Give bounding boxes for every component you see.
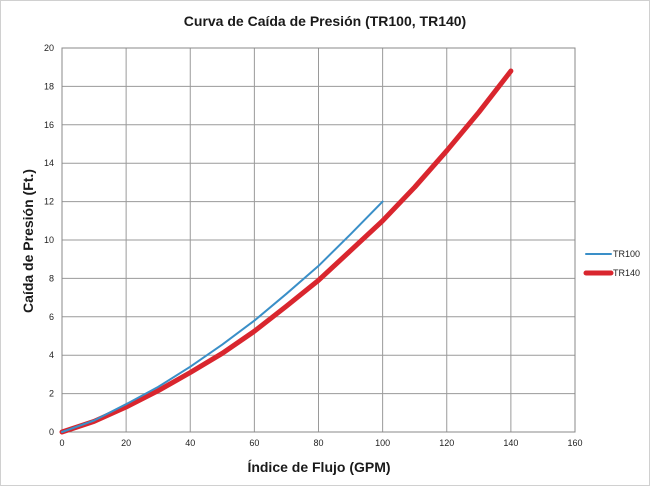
- x-tick-label: 20: [121, 438, 131, 448]
- y-tick-label: 8: [49, 273, 54, 283]
- series-line-tr140: [59, 68, 514, 435]
- y-tick-label: 6: [49, 312, 54, 322]
- y-tick-label: 0: [49, 427, 54, 437]
- data-series: [59, 68, 514, 435]
- x-tick-label: 160: [567, 438, 582, 448]
- x-tick-label: 80: [313, 438, 323, 448]
- series-line-tr100: [61, 200, 384, 433]
- plot-area-border: [61, 47, 576, 433]
- legend-label-tr140: TR140: [613, 268, 640, 278]
- x-axis-ticks: 0 20 40 60 80 100 120 140 160: [59, 438, 582, 448]
- x-tick-label: 40: [185, 438, 195, 448]
- x-tick-label: 60: [249, 438, 259, 448]
- x-tick-label: 140: [503, 438, 518, 448]
- y-tick-label: 2: [49, 389, 54, 399]
- legend: TR100 TR140: [583, 249, 640, 278]
- legend-label-tr100: TR100: [613, 249, 640, 259]
- y-tick-label: 14: [44, 158, 54, 168]
- x-tick-label: 0: [59, 438, 64, 448]
- x-tick-label: 100: [375, 438, 390, 448]
- y-tick-label: 10: [44, 235, 54, 245]
- y-tick-label: 16: [44, 120, 54, 130]
- chart-title: Curva de Caída de Presión (TR100, TR140): [184, 13, 466, 29]
- y-tick-label: 4: [49, 350, 54, 360]
- y-axis-ticks: 0 2 4 6 8 10 12 14 16 18 20: [44, 43, 54, 437]
- x-axis-label: Índice de Flujo (GPM): [247, 459, 390, 475]
- y-tick-label: 20: [44, 43, 54, 53]
- y-axis-label: Caída de Presión (Ft.): [20, 169, 36, 313]
- y-tick-label: 12: [44, 197, 54, 207]
- y-tick-label: 18: [44, 81, 54, 91]
- x-tick-label: 120: [439, 438, 454, 448]
